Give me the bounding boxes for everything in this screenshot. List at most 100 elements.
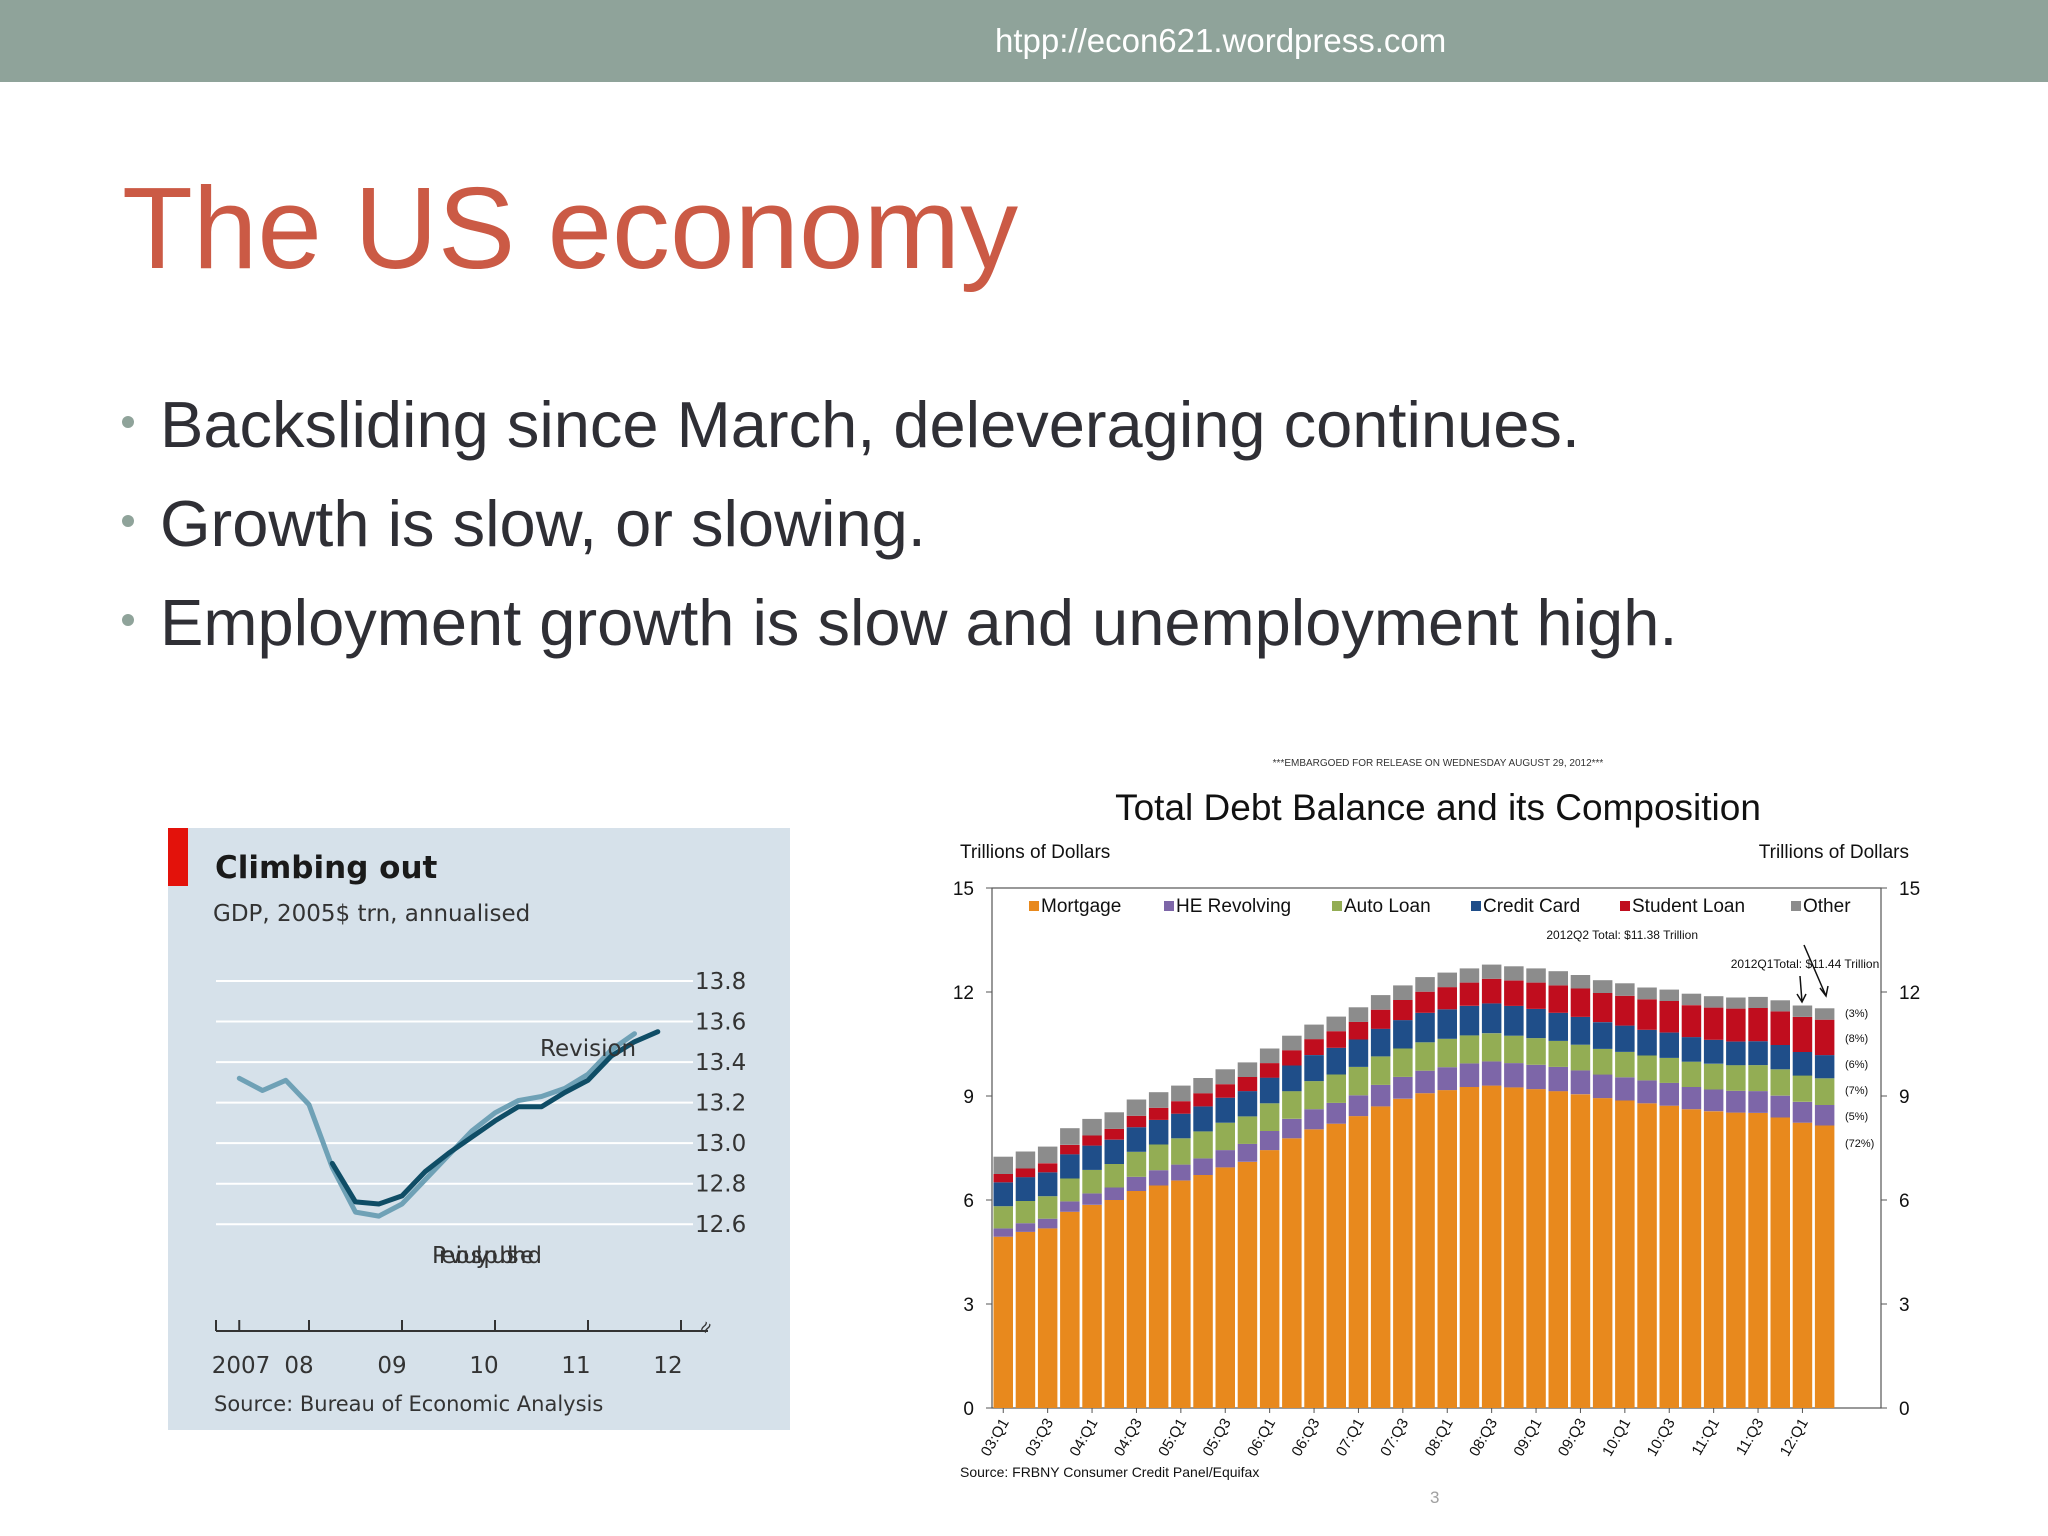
bullet-item: Backsliding since March, deleveraging co… bbox=[122, 375, 1677, 474]
debt-bar-segment-he-revolving bbox=[1393, 1076, 1413, 1099]
debt-bar-segment-auto-loan bbox=[1015, 1201, 1036, 1224]
debt-bar-segment-auto-loan bbox=[1304, 1081, 1324, 1110]
legend-label: Other bbox=[1803, 896, 1851, 917]
legend-swatch-icon bbox=[1029, 901, 1039, 911]
debt-plot-frame bbox=[992, 888, 1881, 1162]
debt-bar-segment-other bbox=[1259, 1048, 1280, 1064]
debt-x-tick-label: 04:Q3 bbox=[1111, 1416, 1146, 1460]
debt-share-label: (6%) bbox=[1845, 1059, 1868, 1071]
debt-x-tick-label: 04:Q1 bbox=[1066, 1416, 1101, 1460]
debt-bar-segment-student-loan bbox=[1437, 987, 1457, 1010]
debt-bar-segment-he-revolving bbox=[1015, 1223, 1036, 1232]
legend-label: Mortgage bbox=[1041, 896, 1121, 917]
debt-bar-segment-he-revolving bbox=[1437, 1067, 1457, 1091]
debt-bar-segment-other bbox=[1659, 989, 1679, 1001]
legend-swatch-icon bbox=[1791, 901, 1801, 911]
gdp-label-previously: Previously published bbox=[432, 1243, 542, 1269]
debt-bar-segment-auto-loan bbox=[1126, 1151, 1147, 1177]
debt-bar-segment-auto-loan bbox=[1814, 1078, 1835, 1105]
debt-bar-segment-student-loan bbox=[1348, 1021, 1369, 1040]
debt-bar-segment-student-loan bbox=[1703, 1007, 1724, 1040]
debt-bar-segment-other bbox=[1570, 975, 1591, 989]
debt-bar-segment-he-revolving bbox=[1770, 1095, 1790, 1118]
debt-bar-segment-student-loan bbox=[1814, 1019, 1835, 1056]
debt-bar-segment-mortgage bbox=[1592, 1098, 1613, 1408]
debt-bar-segment-other bbox=[1126, 1099, 1147, 1116]
debt-bar-segment-auto-loan bbox=[1393, 1048, 1413, 1077]
gdp-y-tick-label: 12.6 bbox=[695, 1212, 746, 1238]
debt-bar-segment-he-revolving bbox=[1459, 1063, 1480, 1087]
gdp-gridlines bbox=[216, 980, 693, 1226]
debt-bar-segment-other bbox=[1060, 1128, 1080, 1145]
debt-bar-segment-student-loan bbox=[1526, 982, 1546, 1009]
debt-bar-segment-he-revolving bbox=[1703, 1089, 1724, 1112]
debt-bar-segment-other bbox=[1215, 1069, 1235, 1085]
gdp-y-axis: 13.8 13.6 13.4 13.2 13.0 12.8 12.6 bbox=[695, 969, 746, 1238]
debt-y-tick-label-right: 6 bbox=[1899, 1191, 1910, 1212]
debt-bar-segment-he-revolving bbox=[1592, 1074, 1613, 1099]
debt-bar-segment-student-loan bbox=[1326, 1031, 1346, 1048]
debt-bar-segment-mortgage bbox=[1726, 1112, 1746, 1408]
debt-bar-segment-student-loan bbox=[1792, 1017, 1813, 1052]
debt-bar-segment-credit-card bbox=[1304, 1055, 1324, 1082]
debt-bar-segment-credit-card bbox=[1637, 1029, 1657, 1056]
debt-bar-segment-other bbox=[1814, 1008, 1835, 1020]
debt-bar-segment-student-loan bbox=[1548, 985, 1568, 1013]
debt-bar-segment-auto-loan bbox=[1215, 1122, 1235, 1151]
debt-bar-segment-he-revolving bbox=[1282, 1118, 1302, 1139]
debt-bar-segment-mortgage bbox=[1037, 1228, 1058, 1408]
debt-bar-segment-other bbox=[1148, 1092, 1169, 1108]
legend-label: Auto Loan bbox=[1344, 896, 1431, 917]
debt-bar-segment-he-revolving bbox=[1148, 1170, 1169, 1186]
debt-bar-segment-he-revolving bbox=[1326, 1102, 1346, 1124]
legend-label: HE Revolving bbox=[1176, 896, 1291, 917]
debt-bar-segment-he-revolving bbox=[1570, 1070, 1591, 1095]
debt-bar-segment-mortgage bbox=[1504, 1087, 1524, 1408]
debt-bar-segment-mortgage bbox=[1126, 1191, 1147, 1408]
gdp-chart-title: Climbing out bbox=[215, 850, 438, 886]
debt-bar-segment-mortgage bbox=[993, 1236, 1013, 1408]
debt-y-tick-label-left: 12 bbox=[953, 983, 974, 1004]
debt-bar-segment-auto-loan bbox=[1370, 1056, 1391, 1085]
debt-bar-segment-auto-loan bbox=[1681, 1061, 1702, 1087]
debt-bar-segment-mortgage bbox=[1104, 1200, 1124, 1408]
debt-bar-segment-credit-card bbox=[1481, 1003, 1502, 1034]
debt-x-tick-label: 09:Q3 bbox=[1555, 1416, 1590, 1460]
debt-bar-segment-mortgage bbox=[1615, 1100, 1635, 1408]
debt-bar-segment-he-revolving bbox=[1792, 1101, 1813, 1123]
debt-bar-segment-auto-loan bbox=[1548, 1040, 1568, 1067]
debt-bar-segment-auto-loan bbox=[1570, 1044, 1591, 1071]
debt-bar-segment-credit-card bbox=[1748, 1041, 1768, 1066]
gdp-x-tick-label: 12 bbox=[653, 1353, 682, 1379]
debt-x-tick-label: 08:Q1 bbox=[1422, 1416, 1457, 1460]
debt-bar-segment-student-loan bbox=[1259, 1063, 1280, 1078]
debt-y-tick-label-left: 0 bbox=[963, 1399, 974, 1420]
debt-bar-segment-auto-loan bbox=[1792, 1075, 1813, 1102]
debt-bar-segment-student-loan bbox=[1592, 993, 1613, 1023]
debt-bar-segment-he-revolving bbox=[1748, 1091, 1768, 1113]
debt-bar-segment-credit-card bbox=[1148, 1119, 1169, 1145]
debt-bar-segment-auto-loan bbox=[1437, 1038, 1457, 1068]
debt-bar-segment-auto-loan bbox=[1637, 1055, 1657, 1081]
bullet-text: Growth is slow, or slowing. bbox=[160, 487, 926, 560]
debt-bar-segment-student-loan bbox=[1681, 1005, 1702, 1038]
debt-bar-segment-credit-card bbox=[1237, 1091, 1258, 1117]
gdp-x-tick-label: 10 bbox=[469, 1353, 498, 1379]
debt-bar-segment-other bbox=[1393, 985, 1413, 1000]
debt-x-tick-label: 12:Q1 bbox=[1777, 1416, 1812, 1460]
debt-bar-segment-he-revolving bbox=[1104, 1187, 1124, 1200]
debt-bar-segment-he-revolving bbox=[1215, 1150, 1235, 1168]
debt-bar-segment-mortgage bbox=[1282, 1138, 1302, 1408]
debt-bar-segment-he-revolving bbox=[1126, 1176, 1147, 1191]
debt-bar-segment-other bbox=[1592, 980, 1613, 993]
debt-bar-segment-credit-card bbox=[1792, 1052, 1813, 1076]
debt-bar-segment-other bbox=[1726, 997, 1746, 1009]
debt-bar-segment-other bbox=[1792, 1005, 1813, 1017]
debt-bar-segment-he-revolving bbox=[1370, 1084, 1391, 1107]
debt-bar-segment-auto-loan bbox=[1326, 1074, 1346, 1103]
debt-bar-segment-credit-card bbox=[1415, 1012, 1435, 1043]
debt-bar-segment-he-revolving bbox=[1304, 1109, 1324, 1130]
debt-bar-segment-auto-loan bbox=[1237, 1116, 1258, 1144]
debt-bar-segment-student-loan bbox=[1570, 988, 1591, 1017]
debt-bar-segment-student-loan bbox=[1504, 980, 1524, 1006]
